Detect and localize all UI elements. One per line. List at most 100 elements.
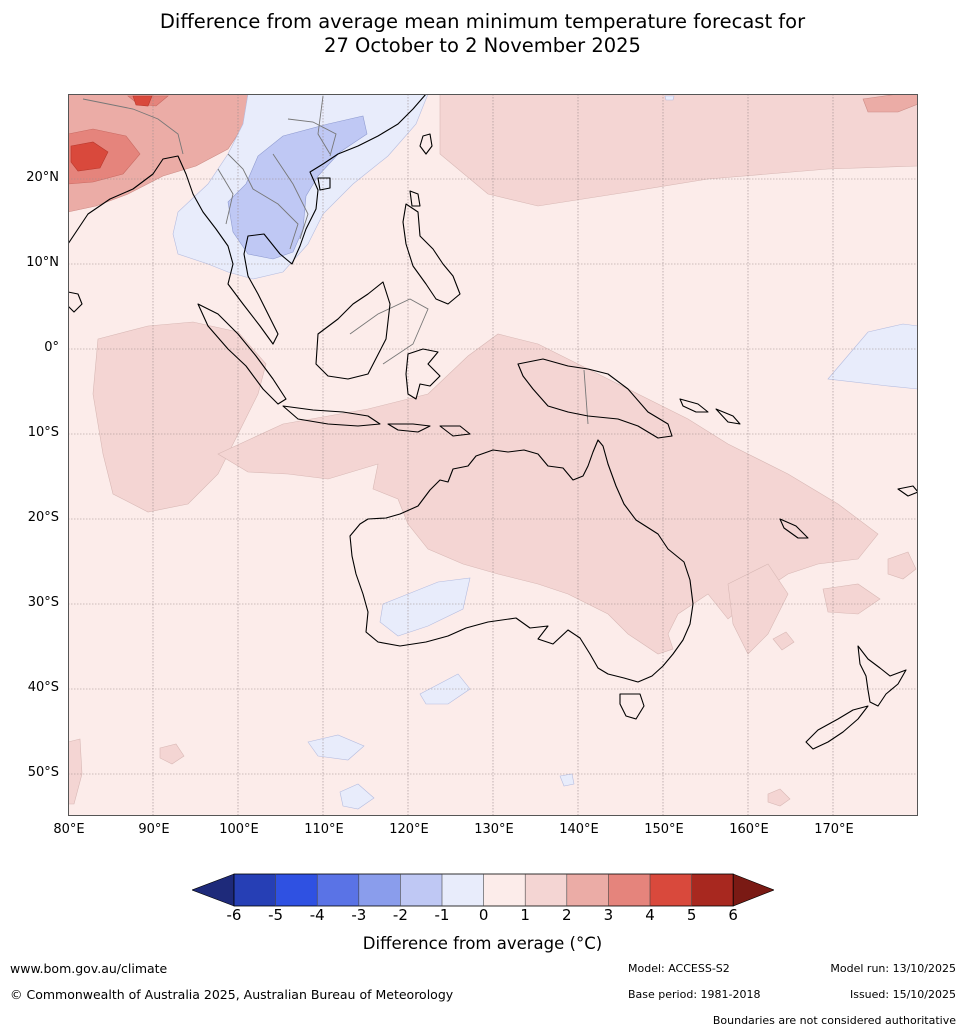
warm-anomaly-1-2 (68, 94, 918, 807)
small-warm-patch-3 (772, 631, 795, 651)
new-zealand-north-island (857, 645, 907, 707)
colorbar-tick-6: 6 (728, 906, 738, 924)
colorbar-tick-3: 3 (603, 906, 614, 924)
taiwan-coastline (419, 133, 433, 155)
colorbar-extend-high (732, 873, 774, 907)
lon-label-140e: 140°E (559, 822, 599, 837)
new-guinea-coastline (517, 358, 673, 439)
southern-ocean-cool-patch-2 (307, 734, 365, 761)
warm-anomaly-2-3 (68, 94, 918, 213)
tasmania-coastline (619, 693, 645, 720)
indochina-cool-inner (227, 115, 368, 260)
colorbar-seg-m3-m2 (358, 874, 401, 906)
colorbar-seg-3-4 (608, 874, 650, 906)
north-pacific-warm-region (439, 94, 918, 207)
copyright-text: © Commonwealth of Australia 2025, Austra… (10, 987, 454, 1002)
southwest-ocean-warm-patch (68, 738, 83, 805)
colorbar-seg-m4-m3 (317, 874, 359, 906)
issued-date: Issued: 15/10/2025 (849, 988, 956, 1001)
colorbar-tick-m1: -1 (434, 906, 450, 924)
southern-ocean-cool-patch-3 (339, 783, 375, 810)
hainan-coastline (317, 177, 331, 191)
lon-label-80e: 80°E (53, 822, 85, 837)
lat-label-20n: 20°N (26, 170, 59, 185)
colorbar-tick-5: 5 (686, 906, 697, 924)
northern-australia-warm-region (217, 333, 879, 655)
tibet-warm-4-5 (132, 95, 153, 107)
sri-lanka-coastline (68, 291, 83, 313)
boundaries-disclaimer: Boundaries are not considered authoritat… (712, 1014, 956, 1027)
northeast-pacific-warm-2-3 (862, 94, 918, 113)
colorbar-seg-1-2 (525, 874, 567, 906)
lon-label-170e: 170°E (814, 822, 854, 837)
colorbar-tick-1: 1 (520, 906, 530, 924)
colorbar-seg-m6-m5 (234, 874, 276, 906)
east-nz-warm-patch (887, 551, 917, 580)
colorbar-seg-5-6 (691, 874, 734, 906)
warm-anomaly-4-5 (70, 95, 153, 172)
website-link[interactable]: www.bom.gov.au/climate (10, 961, 168, 976)
western-australia-cool-patch (379, 577, 471, 637)
colorbar-seg-0-1 (483, 874, 526, 906)
lon-label-130e: 130°E (474, 822, 514, 837)
colorbar-seg-m1-0 (442, 874, 484, 906)
lat-label-40s: 40°S (27, 680, 59, 695)
sumatra-coastline (197, 303, 287, 405)
pacific-cool-dot (664, 95, 675, 101)
colorbar-tick-m3: -3 (351, 906, 367, 924)
tasman-warm-patch (822, 583, 881, 615)
coastlines (68, 94, 918, 750)
small-warm-patch-2 (767, 788, 791, 807)
philippines-coastline (402, 203, 461, 305)
sulawesi-coastline (405, 348, 441, 400)
colorbar-tick-4: 4 (645, 906, 655, 924)
lat-label-30s: 30°S (27, 595, 59, 610)
model-run-date: Model run: 13/10/2025 (830, 962, 956, 975)
colorbar-seg-m2-m1 (400, 874, 442, 906)
forecast-map (68, 94, 918, 816)
lon-label-120e: 120°E (389, 822, 429, 837)
bay-of-bengal-warm-4-5 (70, 141, 109, 172)
new-caledonia-coastline (779, 518, 809, 539)
lat-label-10n: 10°N (26, 255, 59, 270)
colorbar-seg-4-5 (650, 874, 692, 906)
southern-ocean-cool-patch-4 (559, 773, 575, 787)
borneo-coastline (315, 281, 391, 380)
colorbar-seg-m5-m4 (275, 874, 318, 906)
java-coastline (282, 405, 381, 427)
fiji-coastline (897, 485, 918, 497)
colorbar-tick-m5: -5 (268, 906, 284, 924)
lat-label-50s: 50°S (27, 765, 59, 780)
colorbar-tick-m4: -4 (309, 906, 325, 924)
country-boundaries (82, 95, 589, 425)
lat-label-20s: 20°S (27, 510, 59, 525)
lon-label-160e: 160°E (729, 822, 769, 837)
cool-anomaly-minus2-minus1 (227, 115, 368, 260)
colorbar-tick-m2: -2 (392, 906, 408, 924)
graticule (68, 94, 918, 816)
east-pacific-cool-patch (827, 323, 918, 390)
lon-label-150e: 150°E (644, 822, 684, 837)
asia-mainland-coastline (68, 94, 427, 345)
colorbar-tick-m6: -6 (226, 906, 242, 924)
colorbar-tick-2: 2 (562, 906, 572, 924)
colorbar-extend-low (192, 873, 235, 907)
colorbar-seg-2-3 (566, 874, 609, 906)
australia-coastline (349, 439, 694, 683)
colorbar (192, 873, 774, 907)
lon-label-90e: 90°E (138, 822, 170, 837)
lat-label-0: 0° (44, 340, 59, 355)
model-name: Model: ACCESS-S2 (628, 962, 730, 975)
title-line-1: Difference from average mean minimum tem… (159, 10, 806, 33)
coral-sea-warm-lobe (727, 563, 789, 655)
lon-label-100e: 100°E (219, 822, 259, 837)
colorbar-tick-0: 0 (478, 906, 489, 924)
southern-ocean-cool-patch-1 (419, 673, 471, 705)
new-zealand-south-island (805, 705, 869, 750)
base-period: Base period: 1981-2018 (628, 988, 761, 1001)
map-title: Difference from average mean minimum tem… (0, 10, 965, 58)
small-warm-patch-1 (159, 743, 185, 765)
solomon-islands (679, 398, 709, 413)
lat-label-10s: 10°S (27, 425, 59, 440)
lon-label-110e: 110°E (304, 822, 344, 837)
